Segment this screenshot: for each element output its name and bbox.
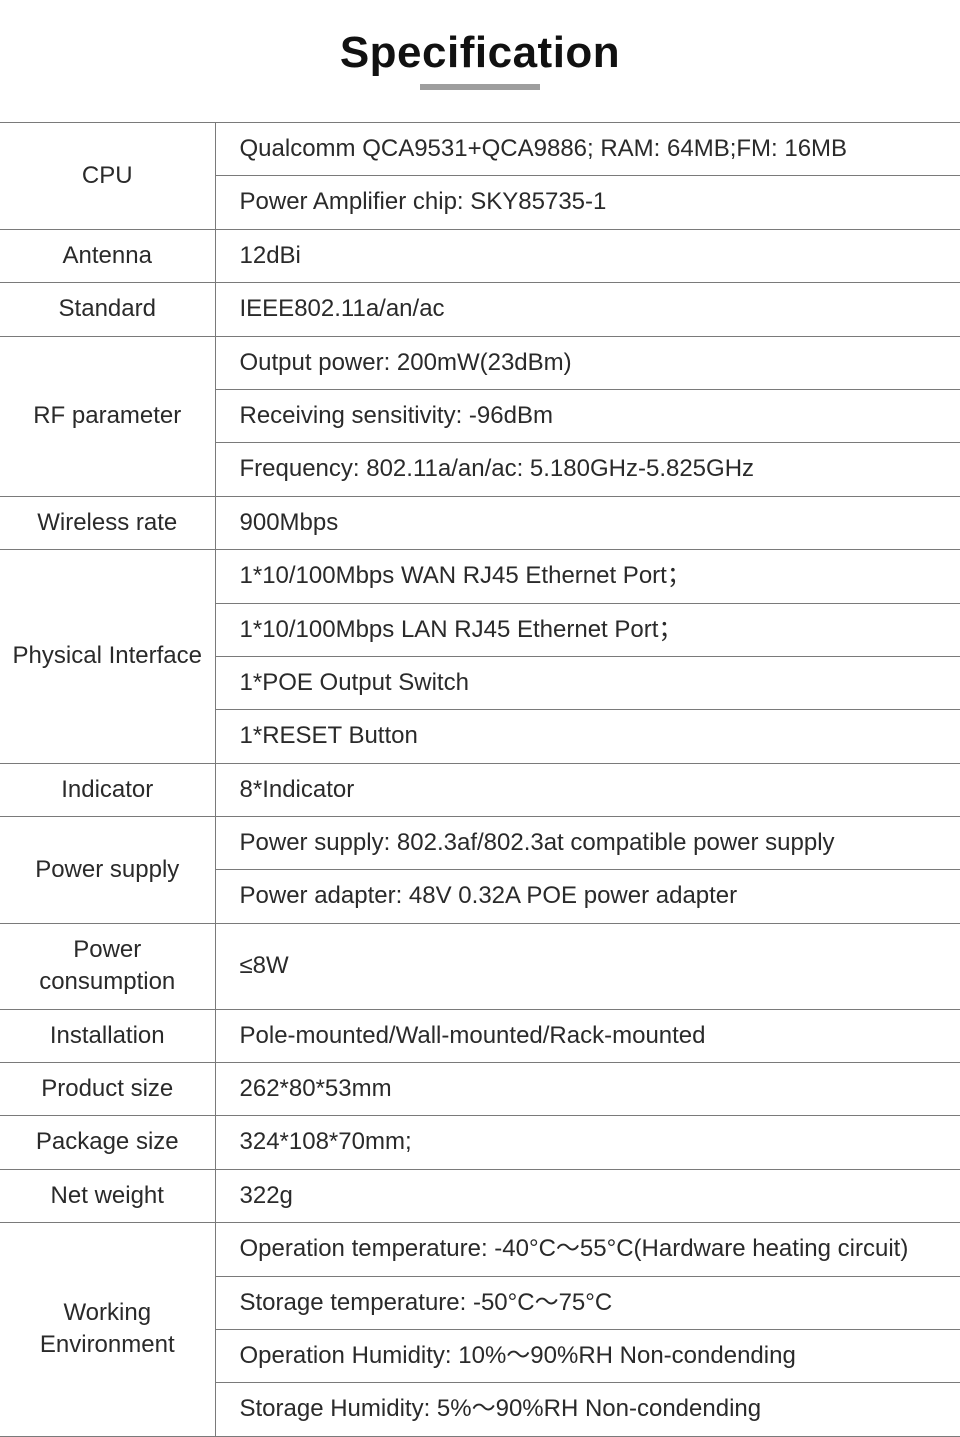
- spec-value: Pole-mounted/Wall-mounted/Rack-mounted: [215, 1009, 960, 1062]
- spec-value: Storage temperature: -50°C～75°C: [215, 1276, 960, 1329]
- table-row: Wireless rate900Mbps: [0, 496, 960, 549]
- spec-value: Storage Humidity: 5%～90%RH Non-condendin…: [215, 1383, 960, 1436]
- spec-value: Qualcomm QCA9531+QCA9886; RAM: 64MB;FM: …: [215, 123, 960, 176]
- table-row: Power supplyPower supply: 802.3af/802.3a…: [0, 817, 960, 870]
- spec-value: Operation temperature: -40°C～55°C(Hardwa…: [215, 1223, 960, 1276]
- spec-value: 324*108*70mm;: [215, 1116, 960, 1169]
- spec-value: Power adapter: 48V 0.32A POE power adapt…: [215, 870, 960, 923]
- table-row: Package size324*108*70mm;: [0, 1116, 960, 1169]
- spec-value: ≤8W: [215, 923, 960, 1009]
- spec-value: IEEE802.11a/an/ac: [215, 283, 960, 336]
- spec-label: Indicator: [0, 763, 215, 816]
- table-row: Power consumption≤8W: [0, 923, 960, 1009]
- spec-label: RF parameter: [0, 336, 215, 496]
- table-row: StandardIEEE802.11a/an/ac: [0, 283, 960, 336]
- spec-value: 322g: [215, 1169, 960, 1222]
- table-row: Physical Interface1*10/100Mbps WAN RJ45 …: [0, 550, 960, 603]
- spec-value: Power Amplifier chip: SKY85735-1: [215, 176, 960, 229]
- table-row: InstallationPole-mounted/Wall-mounted/Ra…: [0, 1009, 960, 1062]
- table-row: CPUQualcomm QCA9531+QCA9886; RAM: 64MB;F…: [0, 123, 960, 176]
- spec-label: Wireless rate: [0, 496, 215, 549]
- spec-label: Installation: [0, 1009, 215, 1062]
- spec-label: Product size: [0, 1063, 215, 1116]
- table-row: Net weight322g: [0, 1169, 960, 1222]
- spec-label: Standard: [0, 283, 215, 336]
- spec-table: CPUQualcomm QCA9531+QCA9886; RAM: 64MB;F…: [0, 122, 960, 1437]
- spec-value: 8*Indicator: [215, 763, 960, 816]
- spec-label: Working Environment: [0, 1223, 215, 1437]
- spec-label: Physical Interface: [0, 550, 215, 764]
- table-row: Product size262*80*53mm: [0, 1063, 960, 1116]
- title-block: Specification: [0, 0, 960, 122]
- spec-label: Power supply: [0, 817, 215, 924]
- spec-value: Power supply: 802.3af/802.3at compatible…: [215, 817, 960, 870]
- spec-value: 900Mbps: [215, 496, 960, 549]
- spec-value: 1*10/100Mbps LAN RJ45 Ethernet Port；: [215, 603, 960, 656]
- table-row: Antenna12dBi: [0, 229, 960, 282]
- spec-value: Receiving sensitivity: -96dBm: [215, 389, 960, 442]
- spec-label: Net weight: [0, 1169, 215, 1222]
- spec-value: 1*10/100Mbps WAN RJ45 Ethernet Port；: [215, 550, 960, 603]
- spec-value: Frequency: 802.11a/an/ac: 5.180GHz-5.825…: [215, 443, 960, 496]
- spec-value: 1*RESET Button: [215, 710, 960, 763]
- spec-value: 1*POE Output Switch: [215, 656, 960, 709]
- spec-table-body: CPUQualcomm QCA9531+QCA9886; RAM: 64MB;F…: [0, 123, 960, 1437]
- spec-label: Antenna: [0, 229, 215, 282]
- spec-label: CPU: [0, 123, 215, 230]
- table-row: Working EnvironmentOperation temperature…: [0, 1223, 960, 1276]
- spec-label: Power consumption: [0, 923, 215, 1009]
- spec-value: 12dBi: [215, 229, 960, 282]
- spec-value: Operation Humidity: 10%～90%RH Non-conden…: [215, 1329, 960, 1382]
- table-row: Indicator8*Indicator: [0, 763, 960, 816]
- spec-value: 262*80*53mm: [215, 1063, 960, 1116]
- page-title: Specification: [0, 28, 960, 78]
- spec-value: Output power: 200mW(23dBm): [215, 336, 960, 389]
- table-row: RF parameterOutput power: 200mW(23dBm): [0, 336, 960, 389]
- title-underline: [420, 84, 540, 90]
- spec-label: Package size: [0, 1116, 215, 1169]
